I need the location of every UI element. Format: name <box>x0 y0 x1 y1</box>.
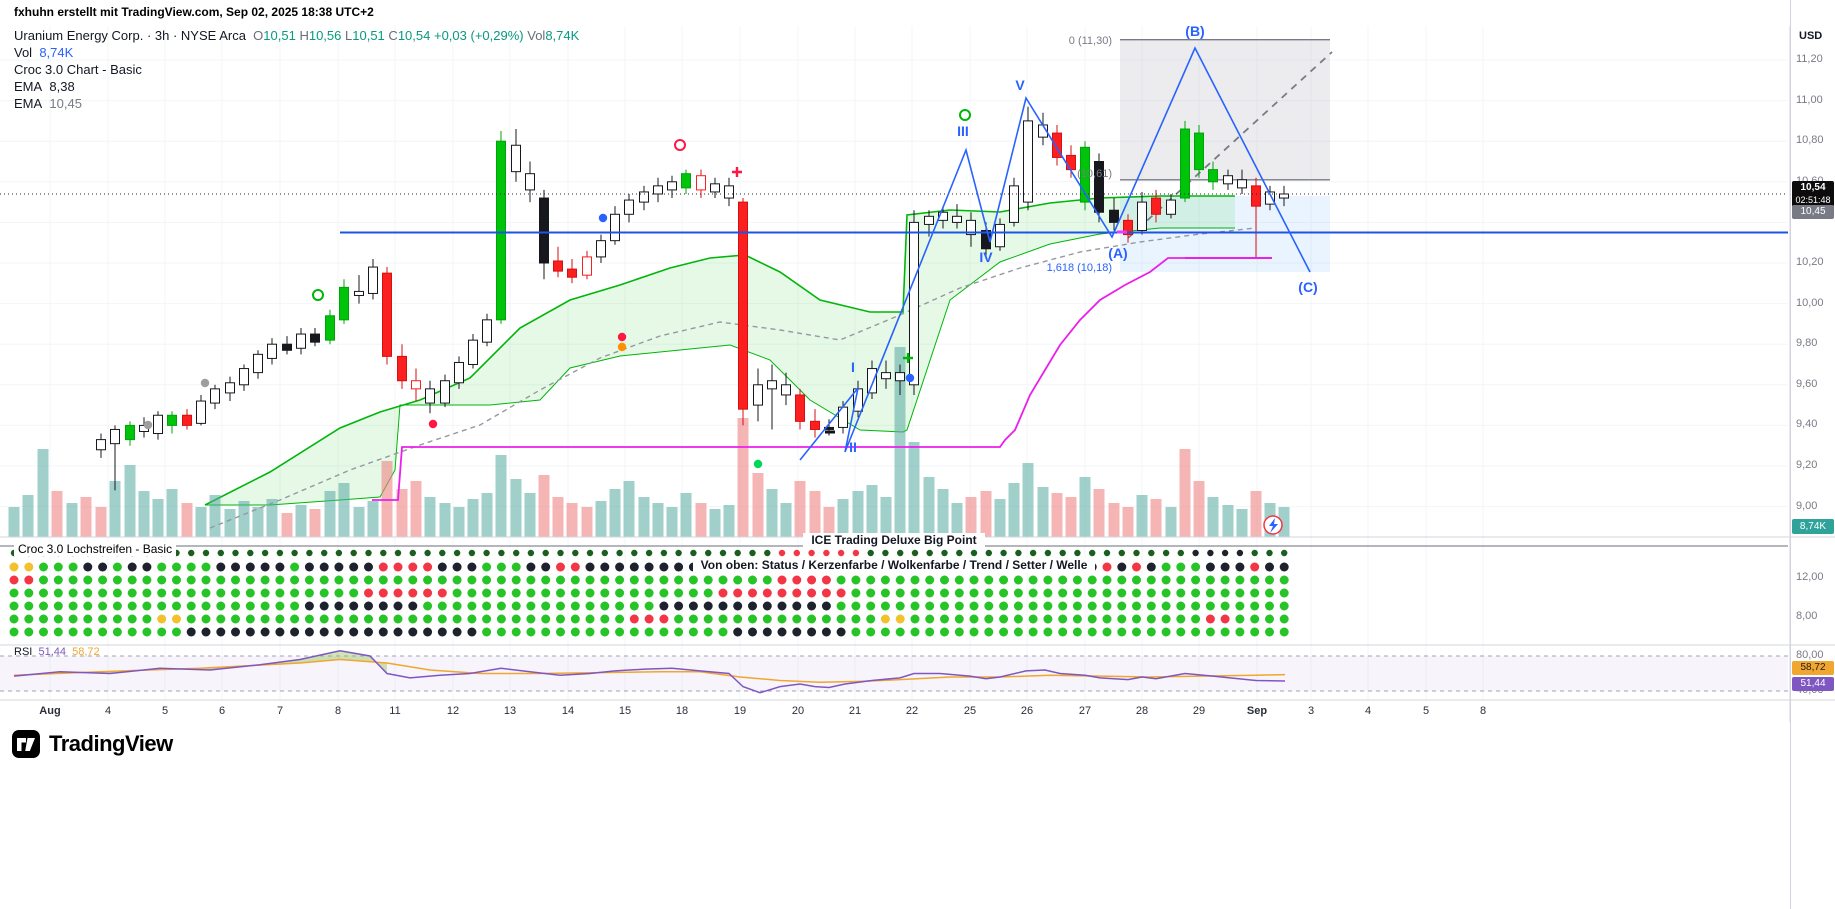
indicator-row-croc[interactable]: Croc 3.0 Chart - Basic <box>14 62 142 77</box>
fib-labels: 0 (11,30) (10,61) 1,618 (10,18) <box>1047 35 1112 274</box>
svg-text:(C): (C) <box>1298 279 1317 295</box>
indicator-row-ema2[interactable]: EMA 10,45 <box>14 96 82 111</box>
volume-row[interactable]: Vol 8,74K <box>14 45 74 60</box>
pane-axis-label: 8,00 <box>1796 610 1818 622</box>
dots-panel-center-title: ICE Trading Deluxe Big Point <box>0 533 1788 547</box>
price-label: 10,80 <box>1796 134 1824 147</box>
svg-text:II: II <box>849 439 857 455</box>
indicator-row-ema1[interactable]: EMA 8,38 <box>14 79 75 94</box>
signal-markers <box>143 109 1127 469</box>
croc-cloud <box>204 195 1235 506</box>
change-value: +0,03 (+0,29%) <box>433 28 524 43</box>
high-value: 10,56 <box>308 28 342 43</box>
price-label: 9,40 <box>1796 418 1818 431</box>
tradingview-logo-icon[interactable] <box>12 730 40 758</box>
dashed-ema-line <box>209 227 1257 529</box>
candles <box>96 106 1289 491</box>
price-label: 9,00 <box>1796 499 1818 512</box>
symbol-title: Uranium Energy Corp. · 3h · NYSE Arca <box>14 28 246 43</box>
flash-icon[interactable] <box>1263 515 1283 535</box>
volume-bars <box>8 347 1290 537</box>
volume-indicator-value: 8,74K <box>39 45 74 60</box>
tradingview-footer: TradingView <box>12 730 173 758</box>
price-label: 9,20 <box>1796 459 1818 471</box>
setter-line <box>372 257 1272 501</box>
tradingview-logo-text[interactable]: TradingView <box>49 731 173 756</box>
svg-text:V: V <box>1015 77 1025 93</box>
ema2-value: 10,45 <box>49 96 82 111</box>
rsi-legend[interactable]: RSI 51,44 58,72 <box>14 646 100 658</box>
price-label: 9,60 <box>1796 377 1818 390</box>
price-label: 10,00 <box>1796 296 1824 309</box>
dots-panel-subtitle: Von oben: Status / Kerzenfarbe / Wolkenf… <box>0 558 1788 572</box>
svg-text:I: I <box>851 359 855 375</box>
open-value: 10,51 <box>263 28 296 43</box>
rsi-pane <box>0 649 1788 694</box>
rsi-value: 51,44 <box>38 646 66 658</box>
ema1-value: 8,38 <box>49 79 75 94</box>
close-value: 10,54 <box>397 28 431 43</box>
pane-axis-label: 12,00 <box>1796 571 1824 583</box>
price-axis[interactable]: USD 11,2011,0010,8010,6010,2010,009,809,… <box>1790 0 1835 909</box>
pane-axis-label: 80,00 <box>1796 649 1824 661</box>
elliott-wave-line[interactable] <box>799 46 1311 461</box>
chart-legend: Uranium Energy Corp. · 3h · NYSE Arca O1… <box>14 27 579 112</box>
ema-price-badge: 10,45 <box>1792 205 1834 220</box>
dot-matrix <box>9 549 1289 637</box>
rsi-value-badge: 51,44 <box>1792 677 1834 691</box>
svg-text:III: III <box>957 123 969 139</box>
attribution-text: fxhuhn erstellt mit TradingView.com, Sep… <box>14 5 374 19</box>
svg-text:0 (11,30): 0 (11,30) <box>1069 35 1112 47</box>
svg-text:IV: IV <box>979 249 993 265</box>
rsi-value-badge: 58,72 <box>1792 661 1834 675</box>
volume-badge: 8,74K <box>1792 519 1834 534</box>
low-value: 10,51 <box>352 28 385 43</box>
fib-projection-box[interactable] <box>1120 39 1330 181</box>
svg-text:1,618 (10,18): 1,618 (10,18) <box>1047 262 1112 274</box>
price-label: 9,80 <box>1796 337 1818 350</box>
currency-label: USD <box>1799 30 1823 42</box>
price-label: 11,20 <box>1796 53 1823 65</box>
volume-value: 8,74K <box>545 28 580 43</box>
rsi-ma-value: 58,72 <box>72 646 100 658</box>
last-price-badge: 10,54 02:51:48 <box>1792 180 1834 207</box>
svg-text:(10,61): (10,61) <box>1077 168 1112 180</box>
dots-panel-title[interactable]: Croc 3.0 Lochstreifen - Basic <box>14 542 177 556</box>
price-label: 11,00 <box>1796 93 1823 106</box>
svg-text:(B): (B) <box>1185 23 1204 39</box>
price-label: 10,20 <box>1796 256 1824 268</box>
rsi-label: RSI <box>14 646 33 658</box>
symbol-row[interactable]: Uranium Energy Corp. · 3h · NYSE Arca O1… <box>14 28 580 43</box>
svg-text:(A): (A) <box>1108 245 1127 261</box>
